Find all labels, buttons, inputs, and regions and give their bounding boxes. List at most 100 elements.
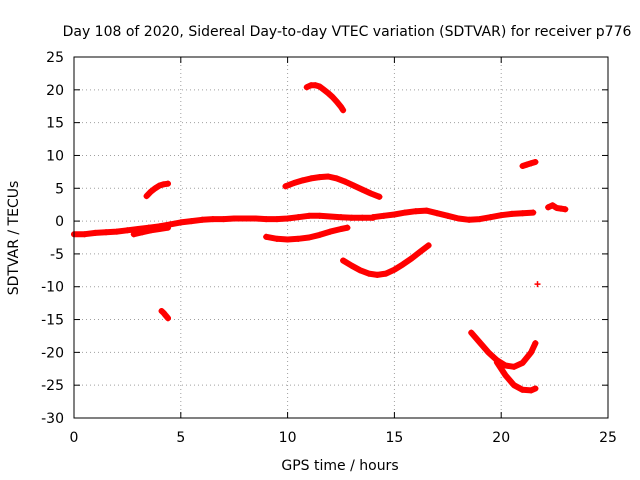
data-point bbox=[530, 209, 537, 216]
data-point bbox=[476, 216, 483, 223]
series-trace bbox=[303, 82, 347, 114]
data-point bbox=[164, 315, 171, 322]
data-point bbox=[220, 216, 227, 223]
series-trace bbox=[340, 242, 432, 278]
data-point bbox=[412, 208, 419, 215]
data-point bbox=[147, 227, 154, 234]
data-point bbox=[534, 281, 541, 288]
data-point bbox=[376, 193, 383, 200]
data-point bbox=[425, 242, 432, 249]
y-tick-label: -20 bbox=[41, 345, 64, 361]
data-point bbox=[348, 262, 355, 269]
data-point bbox=[316, 83, 323, 90]
data-point bbox=[417, 248, 424, 255]
data-point bbox=[532, 385, 539, 392]
data-point bbox=[391, 266, 398, 273]
series-arc-baseline-2 bbox=[370, 207, 537, 223]
data-point bbox=[528, 160, 535, 167]
data-point bbox=[511, 382, 518, 389]
data-point bbox=[273, 216, 280, 223]
data-point bbox=[338, 214, 344, 221]
data-point bbox=[299, 177, 306, 184]
data-point bbox=[124, 227, 131, 234]
data-point bbox=[103, 229, 110, 236]
data-point bbox=[502, 372, 509, 379]
data-point bbox=[152, 185, 159, 192]
series-arc-dip-3 bbox=[263, 224, 351, 243]
data-point bbox=[291, 180, 298, 187]
data-point bbox=[147, 188, 154, 195]
data-point bbox=[487, 214, 494, 221]
y-tick-label: -5 bbox=[50, 247, 64, 263]
y-tick-label: -25 bbox=[41, 378, 64, 394]
data-point bbox=[284, 215, 291, 222]
data-point bbox=[252, 215, 259, 222]
y-tick-label: 20 bbox=[46, 83, 64, 99]
y-tick-label: 10 bbox=[46, 148, 64, 164]
data-point bbox=[92, 229, 99, 236]
data-point bbox=[177, 219, 184, 226]
data-point bbox=[308, 175, 315, 182]
data-point bbox=[81, 231, 88, 238]
data-point bbox=[316, 231, 323, 238]
y-tick-label: -10 bbox=[41, 280, 64, 296]
data-point bbox=[312, 82, 319, 89]
data-point bbox=[357, 267, 364, 274]
data-point bbox=[273, 235, 280, 242]
data-point bbox=[164, 180, 171, 187]
x-tick-label: 15 bbox=[385, 430, 403, 446]
data-point bbox=[350, 182, 357, 189]
data-point bbox=[327, 228, 334, 235]
data-point bbox=[263, 233, 270, 240]
series-trace bbox=[370, 207, 537, 223]
series-trace bbox=[282, 173, 383, 200]
data-point bbox=[113, 228, 120, 235]
data-point bbox=[399, 261, 406, 268]
data-point bbox=[340, 257, 347, 264]
y-axis-label: SDTVAR / TECUs bbox=[6, 181, 22, 296]
data-point bbox=[320, 86, 327, 93]
data-point bbox=[305, 212, 312, 219]
data-point bbox=[325, 90, 332, 97]
data-point bbox=[519, 386, 526, 393]
series-arc-low-lower bbox=[130, 224, 171, 238]
x-tick-label: 5 bbox=[176, 430, 185, 446]
series-arc-drop-4h bbox=[158, 308, 171, 322]
x-tick-label: 0 bbox=[70, 430, 79, 446]
y-tick-label: 0 bbox=[55, 214, 64, 230]
data-point bbox=[532, 159, 539, 166]
data-point bbox=[305, 234, 312, 241]
data-point bbox=[338, 103, 344, 110]
data-point bbox=[532, 340, 539, 347]
data-point bbox=[241, 215, 248, 222]
series-trace bbox=[468, 329, 539, 370]
series-arc-down-25 bbox=[493, 359, 539, 394]
data-point bbox=[562, 206, 569, 213]
y-tick-label: -15 bbox=[41, 313, 64, 329]
data-point bbox=[156, 225, 163, 232]
series-arc-hump-6 bbox=[282, 173, 383, 200]
data-point bbox=[466, 216, 473, 223]
data-point bbox=[327, 213, 334, 220]
data-point bbox=[528, 349, 535, 356]
data-point bbox=[365, 270, 372, 277]
data-layer bbox=[71, 82, 569, 394]
data-point bbox=[511, 363, 518, 370]
y-tick-label: 15 bbox=[46, 116, 64, 132]
data-point bbox=[370, 214, 377, 221]
series-trace bbox=[158, 308, 171, 322]
data-point bbox=[502, 362, 509, 369]
data-point bbox=[523, 161, 530, 168]
series-arc-baseline-1 bbox=[71, 212, 377, 238]
series-isolated-point bbox=[534, 281, 541, 288]
data-point bbox=[402, 209, 409, 216]
axis-ticks: 0 5 10 15 20 25 -30 -25 -20 -15 -10 -5 0 5 10 15 20 25 bbox=[41, 50, 617, 446]
series-arc-peak-20 bbox=[303, 82, 347, 114]
chart-title: Day 108 of 2020, Sidereal Day-to-day VTE… bbox=[63, 24, 632, 40]
data-point bbox=[338, 225, 344, 232]
data-point bbox=[485, 349, 492, 356]
data-point bbox=[295, 214, 302, 221]
data-point bbox=[333, 98, 340, 105]
data-point bbox=[231, 215, 238, 222]
